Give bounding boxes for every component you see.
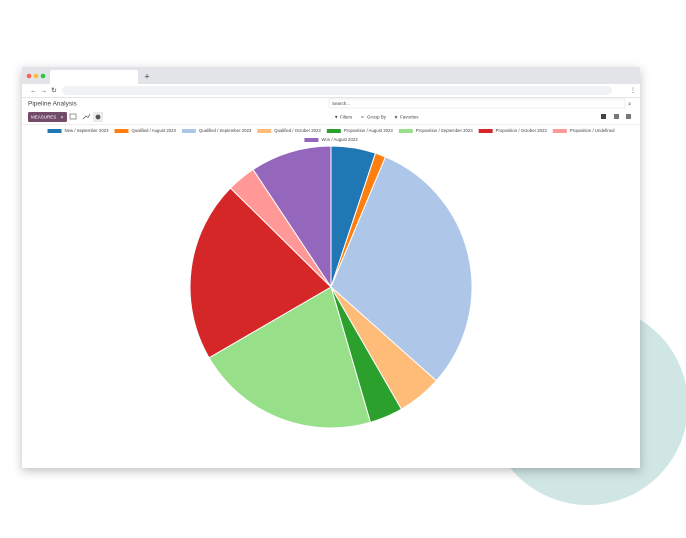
legend-swatch — [304, 138, 319, 142]
legend-label: Qualified / September 2023 — [199, 128, 252, 133]
minimize-dot[interactable] — [33, 73, 39, 79]
address-bar[interactable] — [62, 86, 612, 95]
back[interactable]: ← — [30, 87, 37, 94]
filters[interactable]: Filters — [340, 114, 353, 119]
pie-slice — [330, 156, 473, 382]
line-view-icon[interactable] — [82, 113, 91, 120]
tab-bar — [22, 67, 640, 84]
legend-item: Qualified / September 2023 — [181, 128, 252, 133]
measures-button[interactable] — [28, 112, 67, 122]
legend-label: New / September 2023 — [65, 128, 110, 133]
page-title: Pipeline Analysis — [28, 101, 78, 108]
pie-view-icon[interactable] — [95, 114, 101, 120]
group-by[interactable]: Group By — [367, 114, 387, 119]
legend-label: Proposition / Undefined — [570, 128, 615, 133]
legend-swatch — [478, 129, 493, 133]
legend-item: Proposition / September 2023 — [398, 128, 473, 133]
legend-label: Proposition / October 2023 — [496, 128, 548, 133]
forward[interactable]: → — [40, 87, 47, 94]
filter-icon[interactable]: ▼ — [334, 114, 338, 119]
pie-slice — [189, 187, 332, 359]
search-placeholder[interactable]: Search... — [332, 101, 350, 106]
legend-item: New / September 2023 — [47, 128, 110, 133]
caret: ▾ — [61, 114, 63, 119]
legend-item: Qualified / August 2023 — [114, 128, 177, 133]
list-icon[interactable] — [626, 114, 631, 119]
graph-icon[interactable] — [601, 114, 606, 119]
legend-item: Won / August 2023 — [304, 137, 358, 142]
favorites-icon[interactable]: ★ — [394, 114, 399, 119]
measures-label[interactable]: MEASURES — [31, 114, 56, 119]
legend-item: Proposition / Undefined — [552, 128, 615, 133]
reload[interactable]: ↻ — [51, 87, 57, 94]
legend-label: Won / August 2023 — [321, 137, 358, 142]
pivot-icon[interactable] — [614, 114, 619, 119]
maximize-dot[interactable] — [40, 73, 46, 79]
new-tab[interactable]: + — [144, 71, 149, 81]
legend-swatch — [47, 129, 62, 133]
legend-label: Proposition / August 2023 — [344, 128, 394, 133]
legend-swatch — [114, 129, 129, 133]
legend-label: Proposition / September 2023 — [416, 128, 473, 133]
legend-item: Proposition / August 2023 — [326, 128, 394, 133]
search-icon[interactable]: ⌕ — [628, 101, 631, 107]
legend-swatch — [398, 129, 413, 133]
close-dot[interactable] — [26, 73, 32, 79]
legend-swatch — [257, 129, 272, 133]
legend-label: Qualified / August 2023 — [131, 128, 176, 133]
bar-view-icon[interactable] — [69, 113, 77, 120]
chart: New / September 2023 Qualified / August 2… — [47, 128, 615, 429]
legend-swatch — [181, 129, 196, 133]
legend-item: Qualified / October 2023 — [257, 128, 321, 133]
legend-item: Proposition / October 2023 — [478, 128, 548, 133]
app-header: Pipeline Analysis Search... ⌕ MEASURES ▾… — [22, 98, 640, 125]
favorites[interactable]: Favorites — [400, 114, 419, 119]
legend-swatch — [326, 129, 341, 133]
pie-slice — [252, 145, 332, 289]
tab[interactable] — [50, 70, 138, 84]
legend-swatch — [552, 129, 567, 133]
pie-slice — [208, 286, 372, 429]
legend-label: Qualified / October 2023 — [274, 128, 321, 133]
search-box[interactable] — [328, 98, 626, 109]
group-icon[interactable]: ≡ — [361, 114, 364, 119]
menu[interactable]: ⋮ — [630, 88, 636, 94]
